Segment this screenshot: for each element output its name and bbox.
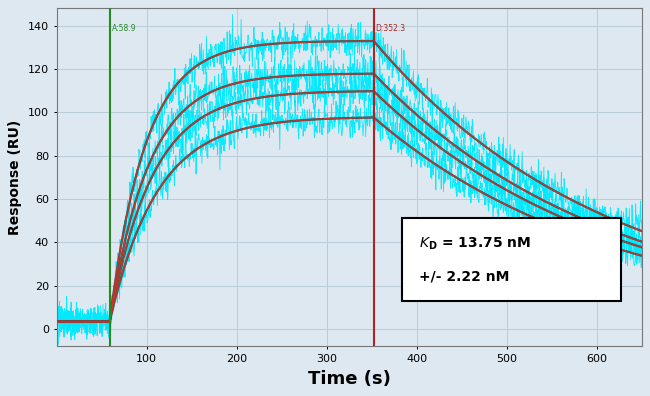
Text: $\mathit{K}_\mathregular{D}$ = 13.75 nM: $\mathit{K}_\mathregular{D}$ = 13.75 nM — [419, 235, 531, 252]
Text: D:352.3: D:352.3 — [376, 23, 406, 32]
Text: +/- 2.22 nM: +/- 2.22 nM — [419, 270, 510, 284]
Y-axis label: Response (RU): Response (RU) — [8, 120, 22, 235]
FancyBboxPatch shape — [402, 218, 621, 301]
X-axis label: Time (s): Time (s) — [307, 370, 391, 388]
Text: A:58.9: A:58.9 — [111, 23, 136, 32]
